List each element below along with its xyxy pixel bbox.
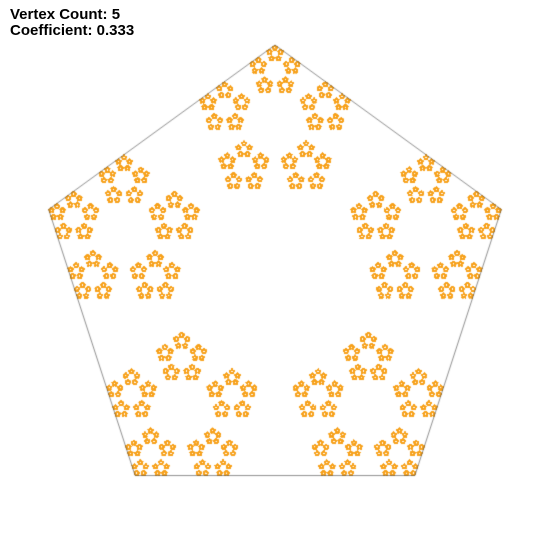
vertex-count-value: 5 <box>111 6 121 23</box>
vertex-count-prefix: Vertex Count: <box>10 6 112 23</box>
coefficient-readout: Coefficient: 0.333 <box>10 23 134 39</box>
coefficient-value: 0.333 <box>96 22 135 39</box>
info-panel: Vertex Count: 5 Coefficient: 0.333 <box>10 7 134 39</box>
vertex-count-readout: Vertex Count: 5 <box>10 7 134 23</box>
coefficient-prefix: Coefficient: <box>10 22 97 39</box>
